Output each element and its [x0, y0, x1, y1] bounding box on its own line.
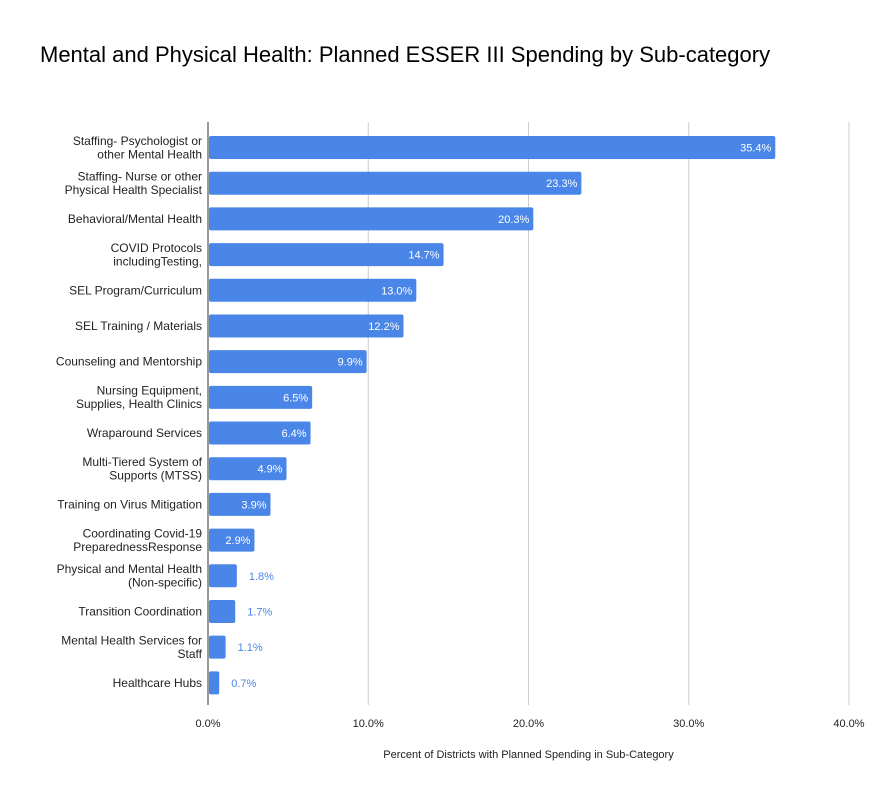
bar [209, 207, 534, 231]
data-label: 1.7% [247, 606, 272, 618]
category-label: Wraparound Services [87, 426, 202, 440]
data-label: 9.9% [338, 357, 363, 369]
category-label: Coordinating Covid-19 PreparednessRespons… [73, 526, 202, 554]
bar [209, 421, 311, 445]
category-labels: Staffing- Psychologist or other Mental He… [56, 134, 203, 690]
data-label: 2.9% [225, 535, 250, 547]
bar [209, 528, 255, 552]
category-label: Staffing- Nurse or other Physical Health … [65, 169, 203, 197]
bar [209, 457, 287, 481]
category-label: SEL Program/Curriculum [69, 283, 202, 297]
data-label: 14.7% [408, 250, 439, 262]
bar [209, 599, 236, 623]
data-label: 35.4% [740, 143, 771, 155]
category-label: Multi-Tiered System of Supports (MTSS) [82, 455, 202, 483]
bar [209, 671, 220, 695]
data-label: 13.0% [381, 285, 412, 297]
x-axis-title: Percent of Districts with Planned Spendi… [383, 749, 674, 761]
bar [209, 136, 776, 159]
x-tick-label: 40.0% [833, 718, 864, 730]
x-tick-label: 30.0% [673, 718, 704, 730]
category-label: Healthcare Hubs [113, 676, 202, 690]
category-label: Behavioral/Mental Health [68, 212, 202, 226]
data-label: 12.2% [368, 321, 399, 333]
x-tick-label: 20.0% [513, 718, 544, 730]
bar [209, 635, 226, 659]
bar [209, 492, 271, 516]
data-label: 4.9% [257, 464, 282, 476]
bar [209, 385, 313, 409]
category-label: Physical and Mental Health (Non-specific) [57, 562, 202, 590]
category-label: Transition Coordination [78, 604, 202, 618]
bar [209, 350, 367, 374]
x-tick-labels: 0.0% 10.0% 20.0% 30.0% 40.0% [195, 718, 864, 730]
bar-series: 35.4% 23.3% 20.3% 14.7% 13.0% 12.2% 9.9% 6.5% 6.… [209, 136, 776, 695]
bar [209, 314, 404, 338]
category-label: Mental Health Services for Staff [61, 633, 202, 661]
x-tick-label: 0.0% [195, 718, 220, 730]
data-label: 23.3% [546, 178, 577, 190]
category-label: Training on Virus Mitigation [57, 497, 202, 511]
data-label: 0.7% [231, 678, 256, 690]
data-label: 1.8% [249, 571, 274, 583]
bar [209, 243, 444, 267]
category-label: Staffing- Psychologist or other Mental He… [73, 134, 202, 162]
data-label: 1.1% [238, 642, 263, 654]
data-label: 3.9% [241, 499, 266, 511]
bar [209, 564, 237, 588]
data-label: 20.3% [498, 214, 529, 226]
category-label: Counseling and Mentorship [56, 355, 202, 369]
category-label: SEL Training / Materials [75, 319, 202, 333]
x-tick-label: 10.0% [353, 718, 384, 730]
chart-title: Mental and Physical Health: Planned ESSE… [40, 42, 771, 67]
bar [209, 171, 582, 195]
category-label: Nursing Equipment, Supplies, Health Clini… [76, 384, 202, 412]
data-label: 6.5% [283, 392, 308, 404]
category-label: COVID Protocols includingTesting, [111, 241, 202, 269]
bar [209, 278, 417, 302]
data-label: 6.4% [281, 428, 306, 440]
